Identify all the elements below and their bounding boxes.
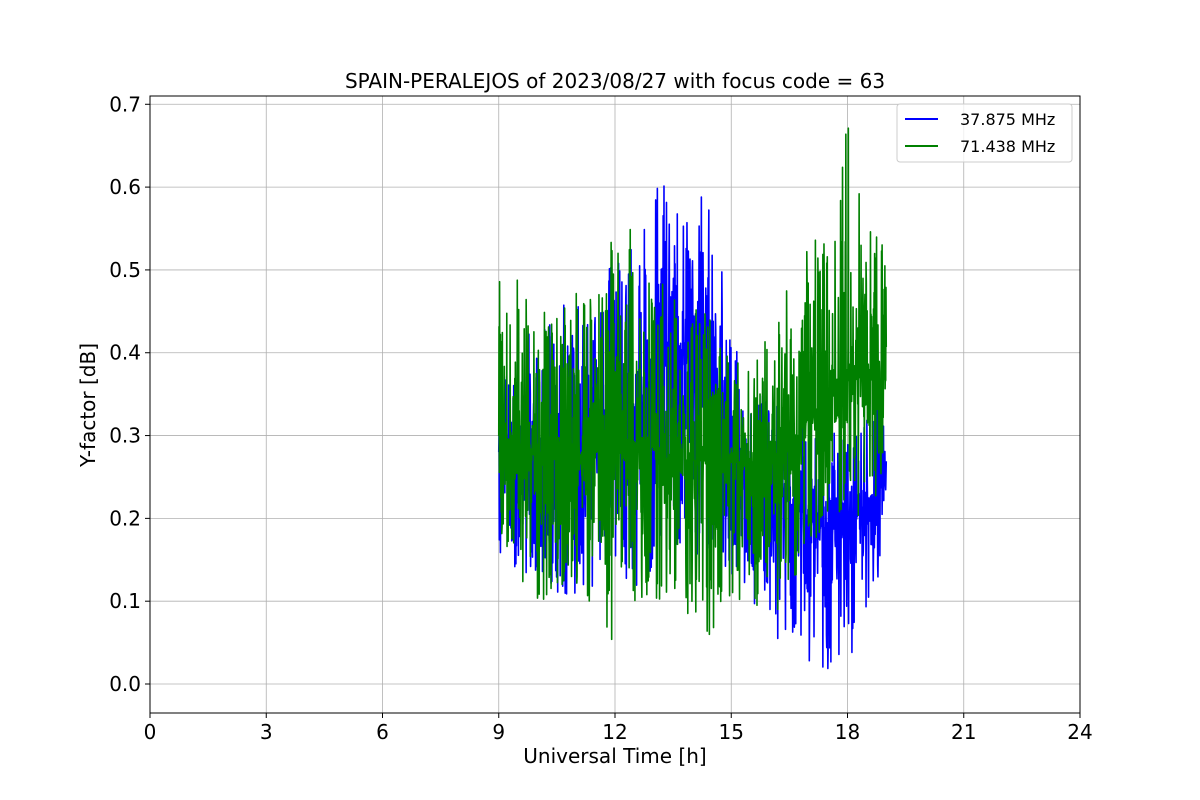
legend-box — [896, 103, 1073, 163]
x-tick-label: 21 — [951, 720, 976, 744]
x-tick-label: 3 — [260, 720, 273, 744]
y-tick-label: 0.7 — [109, 92, 141, 116]
x-tick-label: 24 — [1067, 720, 1092, 744]
y-tick-label: 0.3 — [109, 424, 141, 448]
legend-label-71-438: 71.438 MHz — [960, 137, 1055, 156]
series-layer — [497, 127, 888, 670]
x-axis-label: Universal Time [h] — [523, 744, 706, 768]
x-tick-label: 12 — [602, 720, 627, 744]
legend: 37.875 MHz 71.438 MHz — [896, 103, 1073, 163]
x-tick-label: 0 — [144, 720, 157, 744]
y-axis-label: Y-factor [dB] — [76, 343, 100, 468]
y-tick-label: 0.5 — [109, 258, 141, 282]
y-tick-label: 0.4 — [109, 341, 141, 365]
ticks-layer: 0 3 6 9 12 15 18 21 24 0.0 0.1 0.2 0.3 0.4 0.5 0.6 0.7 — [109, 92, 1093, 744]
y-tick-label: 0.2 — [109, 506, 141, 530]
x-tick-label: 9 — [492, 720, 505, 744]
x-tick-label: 15 — [719, 720, 744, 744]
legend-label-37-875: 37.875 MHz — [960, 110, 1055, 129]
x-tick-label: 6 — [376, 720, 389, 744]
y-tick-label: 0.6 — [109, 175, 141, 199]
series-line-71-438-mhz — [497, 127, 888, 641]
x-tick-label: 18 — [835, 720, 860, 744]
y-tick-label: 0.0 — [109, 672, 141, 696]
y-tick-label: 0.1 — [109, 589, 141, 613]
chart-title: SPAIN-PERALEJOS of 2023/08/27 with focus… — [345, 69, 885, 93]
